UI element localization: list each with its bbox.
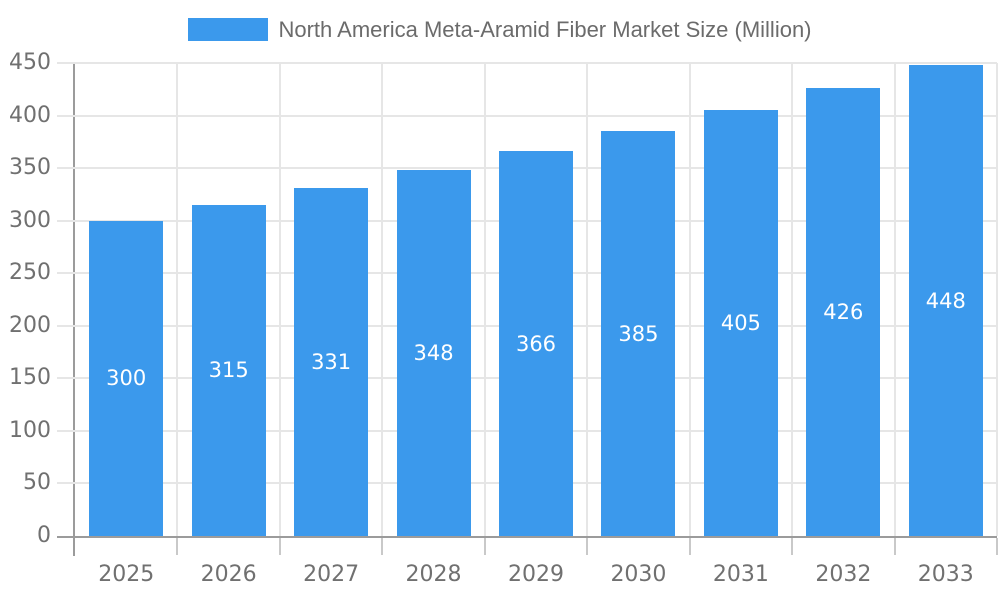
y-axis-label: 0 xyxy=(37,523,51,548)
legend: North America Meta-Aramid Fiber Market S… xyxy=(0,18,1000,41)
legend-swatch[interactable] xyxy=(188,18,269,41)
bar-value-label: 315 xyxy=(208,358,249,383)
bar-value-label: 331 xyxy=(311,350,352,375)
legend-label[interactable]: North America Meta-Aramid Fiber Market S… xyxy=(278,17,812,42)
y-axis-label: 100 xyxy=(9,417,51,443)
bar-2033[interactable]: 448 xyxy=(908,65,983,536)
x-tick-mark xyxy=(483,538,486,555)
bar-value-label: 426 xyxy=(823,300,864,325)
bar-2029[interactable]: 366 xyxy=(499,151,573,536)
x-gridline xyxy=(483,63,486,536)
x-tick-mark xyxy=(893,538,896,555)
x-axis-label: 2031 xyxy=(712,562,769,587)
x-tick-mark xyxy=(278,538,281,555)
x-tick-mark xyxy=(176,538,179,555)
x-axis-label: 2030 xyxy=(610,562,667,587)
x-tick-mark xyxy=(688,538,691,555)
x-gridline xyxy=(893,63,896,536)
x-axis-label: 2029 xyxy=(508,562,564,587)
x-axis-label: 2032 xyxy=(815,562,872,587)
bar-2025[interactable]: 300 xyxy=(89,220,164,536)
x-axis-label: 2033 xyxy=(917,562,974,587)
y-axis-label: 150 xyxy=(9,365,51,391)
y-axis-label: 200 xyxy=(9,312,51,338)
x-axis-label: 2026 xyxy=(200,562,257,587)
bar-value-label: 448 xyxy=(925,288,966,313)
y-axis-label: 450 xyxy=(9,50,51,75)
bar-value-label: 366 xyxy=(515,331,557,356)
plot-area: 0 50 100 150 200 250 300 350 400 450 300 2025 315 202… xyxy=(9,50,998,587)
bar-2027[interactable]: 331 xyxy=(294,188,369,536)
x-tick-mark xyxy=(996,538,998,555)
y-gridline xyxy=(57,114,997,117)
bar-2026[interactable]: 315 xyxy=(191,204,266,536)
y-axis-label: 50 xyxy=(23,470,51,496)
bar-value-label: 300 xyxy=(106,366,147,391)
bar-value-label: 385 xyxy=(618,321,659,346)
y-axis-line xyxy=(73,63,75,556)
x-tick-mark xyxy=(586,538,589,555)
bar-2028[interactable]: 348 xyxy=(396,170,471,536)
bar-value-label: 405 xyxy=(720,311,761,336)
x-gridline xyxy=(381,63,384,536)
bar-value-label: 348 xyxy=(413,341,454,366)
x-axis-label: 2027 xyxy=(303,562,360,587)
y-axis-label: 400 xyxy=(9,102,51,128)
x-gridline xyxy=(176,63,179,536)
x-gridline xyxy=(586,63,589,536)
x-tick-mark xyxy=(791,538,794,555)
x-axis-line xyxy=(57,536,997,538)
y-axis-label: 300 xyxy=(9,207,51,233)
x-gridline xyxy=(278,63,281,536)
y-gridline xyxy=(57,62,997,64)
y-axis-label: 250 xyxy=(9,260,51,286)
bar-2032[interactable]: 426 xyxy=(806,88,881,536)
bar-2031[interactable]: 405 xyxy=(703,110,778,536)
x-gridline xyxy=(996,63,998,536)
x-axis-label: 2028 xyxy=(405,562,462,587)
y-axis-label: 350 xyxy=(9,155,51,181)
bar-2030[interactable]: 385 xyxy=(601,131,676,536)
x-tick-mark xyxy=(381,538,384,555)
x-gridline xyxy=(791,63,794,536)
x-gridline xyxy=(688,63,691,536)
x-axis-label: 2025 xyxy=(98,562,155,587)
